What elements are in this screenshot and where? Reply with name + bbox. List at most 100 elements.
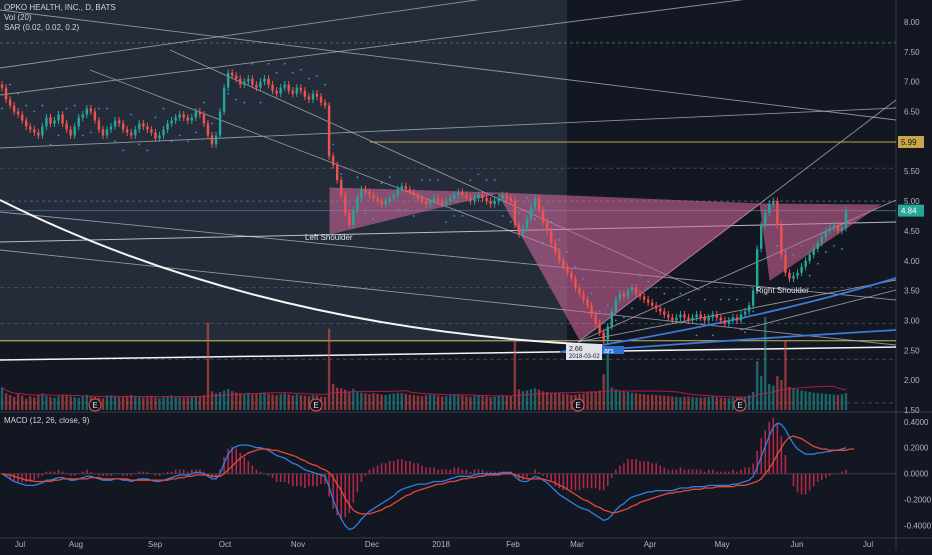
- sar-dot: [493, 179, 496, 182]
- macd-histogram-bar: [841, 471, 843, 474]
- macd-histogram-bar: [449, 469, 452, 474]
- volume-bar: [715, 397, 718, 410]
- volume-bar: [77, 398, 80, 410]
- macd-histogram-bar: [271, 473, 274, 478]
- volume-bar: [61, 394, 64, 410]
- sar-dot: [1, 107, 3, 110]
- macd-histogram-bar: [534, 469, 536, 474]
- candle-body: [695, 314, 698, 318]
- macd-histogram-bar: [41, 473, 44, 476]
- time-axis-tick: Jun: [791, 540, 804, 549]
- candle-body: [69, 129, 72, 136]
- macd-histogram-bar: [368, 469, 371, 474]
- candle-body: [824, 230, 828, 237]
- volume-bar: [279, 394, 282, 410]
- earnings-marker-circle: [733, 398, 747, 412]
- volume-bar: [360, 392, 363, 410]
- sar-dot: [227, 92, 230, 95]
- sar-dot: [485, 179, 488, 182]
- sar-dot: [800, 244, 803, 247]
- candle-body: [558, 251, 561, 261]
- blue-arc-lower: [599, 329, 897, 351]
- candle-body: [271, 84, 274, 91]
- macd-histogram-bar: [304, 473, 306, 489]
- macd-histogram-bar: [647, 461, 649, 474]
- volume-bar: [683, 396, 686, 410]
- candle-body: [255, 84, 258, 88]
- sar-dot: [340, 173, 343, 176]
- candle-body: [146, 126, 149, 130]
- sar-dot: [824, 250, 827, 253]
- candle-body: [820, 236, 823, 243]
- macd-histogram-bar: [796, 473, 799, 493]
- macd-histogram-bar: [53, 471, 56, 474]
- volume-bar: [154, 397, 157, 410]
- candle-body: [489, 201, 492, 205]
- macd-histogram-bar: [49, 471, 52, 474]
- macd-histogram-bar: [776, 423, 779, 474]
- volume-bar: [517, 389, 521, 410]
- macd-histogram-bar: [158, 473, 161, 476]
- volume-bar: [348, 391, 351, 410]
- macd-histogram-bar: [554, 473, 557, 487]
- volume-bar: [489, 397, 492, 410]
- volume-bar: [650, 394, 654, 410]
- volume-bar: [162, 396, 165, 410]
- macd-histogram-bar: [497, 471, 500, 474]
- macd-histogram-bar: [473, 469, 476, 474]
- volume-bar: [271, 394, 274, 410]
- sar-dot: [574, 265, 577, 268]
- candle-body: [562, 260, 565, 267]
- macd-histogram-bar: [396, 459, 399, 474]
- candle-body: [121, 123, 125, 130]
- candle-body: [707, 317, 710, 321]
- candle-body: [481, 195, 484, 199]
- sar-dot: [655, 286, 658, 289]
- macd-histogram-bar: [275, 473, 278, 483]
- macd-histogram-bar: [308, 473, 310, 487]
- macd-histogram-bar: [469, 471, 472, 474]
- macd-histogram-bar: [243, 457, 246, 474]
- macd-histogram-bar: [619, 465, 621, 474]
- macd-histogram-bar: [441, 469, 443, 474]
- volume-bar: [49, 396, 52, 410]
- volume-bar: [719, 397, 723, 410]
- candle-body: [186, 117, 189, 121]
- macd-histogram-bar: [655, 463, 658, 474]
- macd-histogram-bar: [736, 471, 738, 474]
- sar-dot: [243, 101, 246, 104]
- candle-body: [743, 311, 747, 315]
- volume-bar: [638, 393, 642, 410]
- macd-histogram-bar: [255, 469, 258, 474]
- candle-body: [461, 192, 464, 196]
- macd-histogram-bar: [764, 430, 767, 474]
- candle-body: [428, 201, 432, 205]
- sar-dot: [437, 179, 440, 182]
- volume-bar: [550, 392, 553, 410]
- candle-body: [360, 189, 363, 199]
- candle-body: [154, 132, 157, 139]
- channel-trend-line: [89, 69, 561, 251]
- volume-bar: [622, 391, 626, 410]
- candle-body: [755, 248, 759, 291]
- candle-body: [158, 135, 161, 139]
- candle-body: [594, 314, 597, 324]
- sar-dot: [768, 224, 771, 226]
- candle-body: [134, 129, 137, 136]
- volume-bar: [174, 396, 177, 410]
- macd-histogram-bar: [9, 473, 11, 480]
- current-price-text: 4.84: [901, 207, 917, 216]
- macd-histogram-bar: [223, 457, 225, 474]
- candle-body: [521, 227, 525, 234]
- volume-bar: [210, 391, 214, 410]
- volume-bar: [703, 397, 706, 410]
- sar-dot: [65, 107, 68, 110]
- volume-bar: [146, 396, 149, 410]
- volume-bar: [81, 395, 84, 410]
- candle-body: [465, 195, 468, 199]
- volume-bar: [820, 393, 823, 410]
- volume-bar: [768, 383, 771, 410]
- candle-body: [642, 296, 646, 300]
